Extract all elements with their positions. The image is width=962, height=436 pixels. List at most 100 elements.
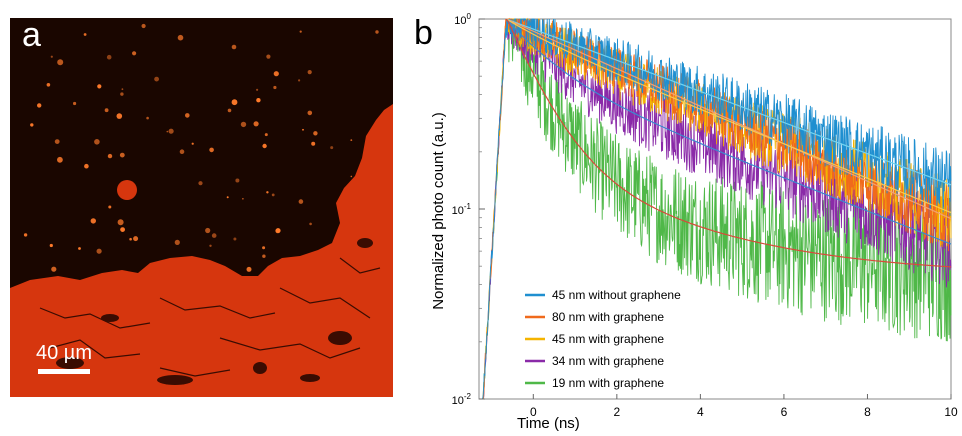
bright-spot xyxy=(166,130,169,133)
bright-spot xyxy=(256,98,261,103)
y-axis-label: Normalized photo count (a.u.) xyxy=(430,112,447,310)
scale-bar xyxy=(38,369,90,374)
bright-spot xyxy=(116,113,123,119)
bright-spot xyxy=(262,143,267,149)
bright-spot xyxy=(350,175,353,178)
bright-spot xyxy=(90,218,97,224)
bright-spot xyxy=(309,222,312,226)
bright-spot xyxy=(46,83,51,87)
cracks xyxy=(39,257,381,377)
bright-spot xyxy=(209,147,214,153)
bright-spot xyxy=(78,247,81,250)
tick-layer: 0 2 4 6 8 10 10-2 10-1 100 xyxy=(452,12,958,419)
bright-spot xyxy=(104,108,109,113)
x-tick-label: 4 xyxy=(697,405,704,419)
bright-spot xyxy=(266,191,269,194)
bright-spot xyxy=(168,128,174,134)
bright-spot xyxy=(73,101,77,106)
bright-spot xyxy=(97,84,102,89)
dark-patches xyxy=(56,238,373,385)
bright-spot xyxy=(275,228,281,234)
bright-spot xyxy=(311,141,316,146)
bright-spot xyxy=(54,139,60,144)
x-tick-label: 6 xyxy=(781,405,788,419)
bright-spot xyxy=(185,113,190,118)
bright-spot xyxy=(302,128,304,131)
fluorescence-micrograph: 40 µm xyxy=(10,18,393,397)
bright-spot xyxy=(119,152,125,158)
bright-spot xyxy=(154,76,160,82)
scale-bar-label: 40 µm xyxy=(36,342,92,364)
panel-b-label: b xyxy=(414,14,433,52)
bright-spot xyxy=(205,227,211,234)
bright-spot xyxy=(298,79,301,82)
legend-label: 45 nm with graphene xyxy=(552,332,664,346)
bright-spot xyxy=(240,121,247,128)
bright-spot xyxy=(30,123,34,127)
legend-label: 19 nm with graphene xyxy=(552,376,664,390)
bright-spot xyxy=(146,116,149,120)
y-tick-label: 10-2 xyxy=(452,392,472,407)
legend-label: 34 nm with graphene xyxy=(552,354,664,368)
bright-spot xyxy=(23,233,28,237)
bright-spot xyxy=(141,23,146,29)
x-tick-label: 10 xyxy=(944,405,958,419)
bright-spot xyxy=(273,71,279,77)
bright-spot xyxy=(209,244,212,247)
bright-spot xyxy=(51,266,57,272)
fit-line xyxy=(505,18,952,220)
bright-spot xyxy=(50,55,53,58)
bright-spot xyxy=(120,227,125,233)
bright-spot xyxy=(307,70,312,75)
bright-spot xyxy=(299,30,302,33)
fit-line xyxy=(505,18,952,268)
bright-spot xyxy=(330,146,334,150)
bright-spot xyxy=(107,153,113,159)
fit-layer xyxy=(505,18,952,268)
bright-spot xyxy=(256,88,259,91)
x-tick-label: 2 xyxy=(613,405,620,419)
bright-spot xyxy=(242,198,244,200)
series-line xyxy=(479,18,952,400)
bright-spot xyxy=(117,219,124,226)
bright-spot xyxy=(313,131,318,136)
x-axis-label: Time (ns) xyxy=(517,415,580,432)
bright-spot xyxy=(106,54,112,60)
bright-spot xyxy=(375,30,379,34)
bright-spot xyxy=(121,88,124,91)
legend-label: 45 nm without graphene xyxy=(552,288,681,302)
bright-spot xyxy=(179,149,185,154)
bright-spot xyxy=(233,237,237,241)
bright-spot xyxy=(132,51,137,56)
bright-spot xyxy=(83,33,87,36)
bright-spot xyxy=(211,233,217,238)
bright-spot xyxy=(271,193,275,197)
bright-spot xyxy=(174,239,180,245)
series-line xyxy=(479,18,952,400)
bright-spot xyxy=(57,59,64,66)
bright-spot xyxy=(231,99,238,106)
bright-spot xyxy=(94,139,100,145)
bright-spot xyxy=(227,108,232,113)
series-layer xyxy=(479,17,952,400)
panel-a-label: a xyxy=(22,16,41,54)
material-region xyxy=(10,104,393,397)
bright-spot xyxy=(37,103,42,108)
bright-spot xyxy=(120,92,124,96)
legend: 45 nm without graphene 80 nm with graphen… xyxy=(525,288,681,390)
bright-spot xyxy=(57,156,63,163)
x-tick-label: 0 xyxy=(530,405,537,419)
bright-spot xyxy=(298,199,304,204)
bright-spot xyxy=(129,237,132,241)
bright-spot xyxy=(273,85,277,90)
bright-spot xyxy=(231,44,237,50)
y-tick-label: 10-1 xyxy=(452,202,472,217)
x-tick-label: 8 xyxy=(864,405,871,419)
bright-spot xyxy=(350,139,353,141)
bright-spot xyxy=(191,142,194,145)
y-tick-label: 100 xyxy=(454,12,471,27)
bright-spot xyxy=(307,110,313,116)
bright-spot xyxy=(133,236,139,242)
bright-spot xyxy=(262,254,266,258)
